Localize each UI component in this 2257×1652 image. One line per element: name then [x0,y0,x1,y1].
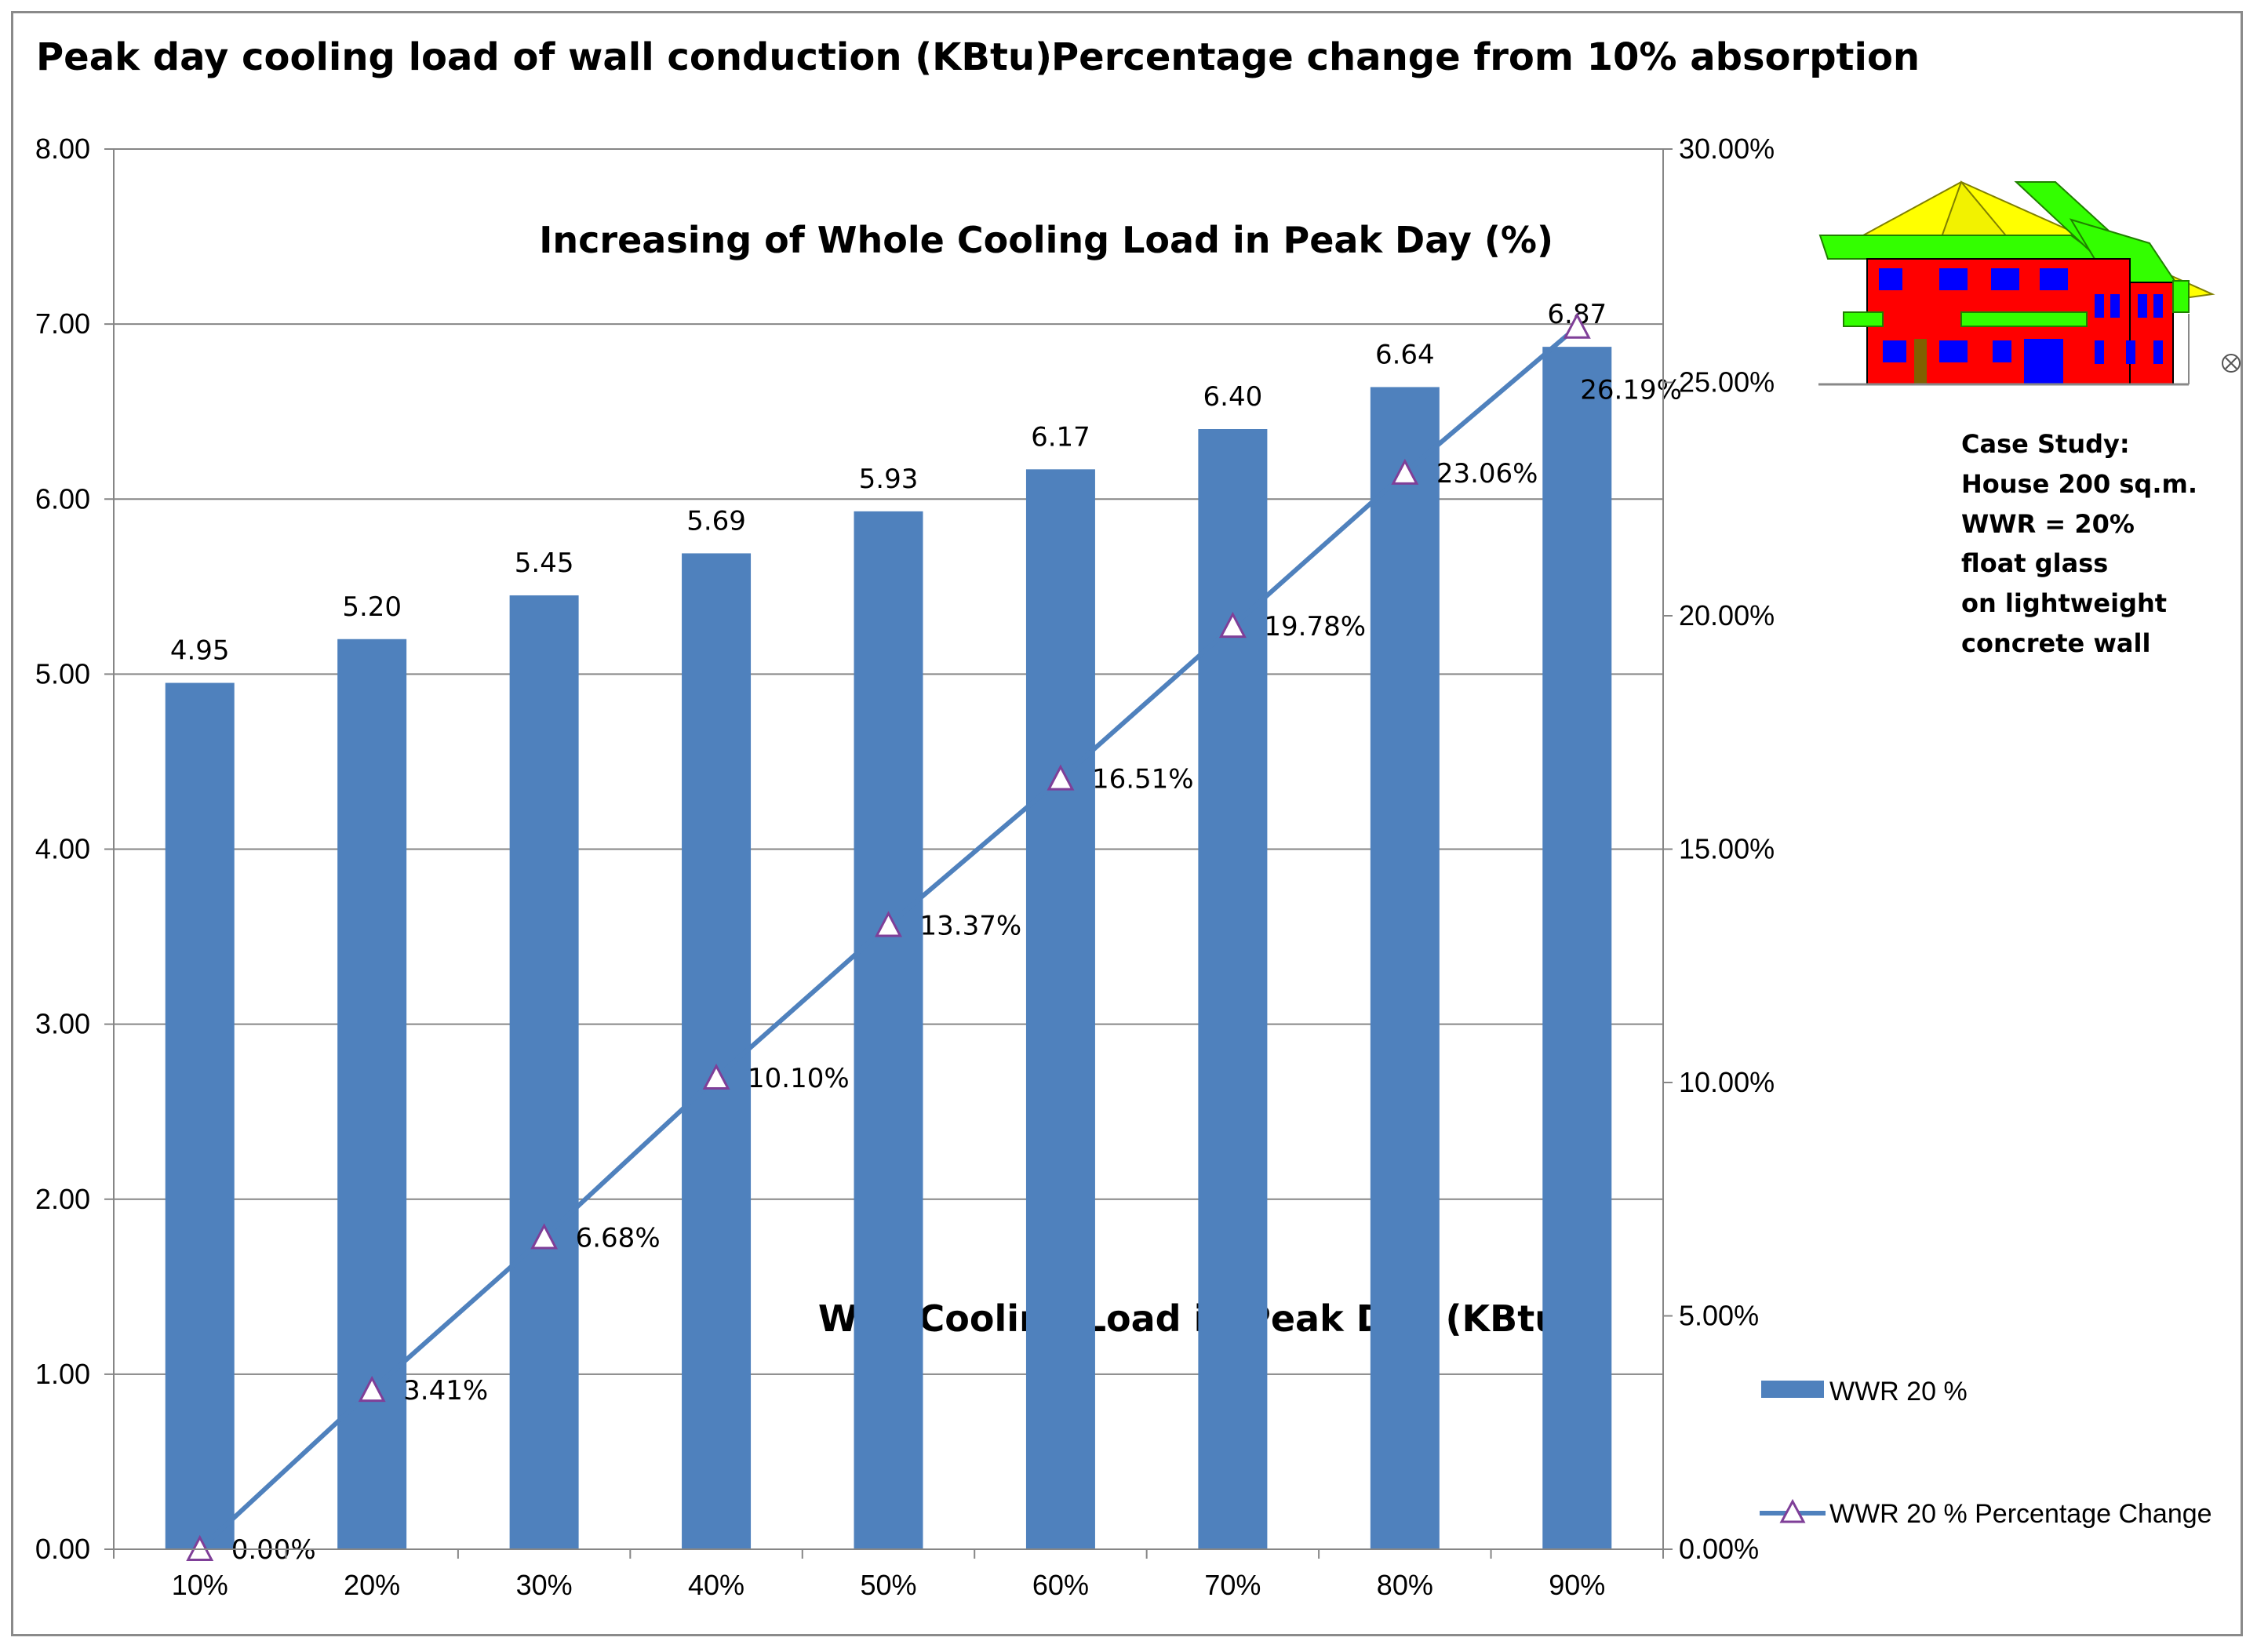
right-tick-label: 0.00% [1679,1533,1759,1565]
case-study-note: Case Study: House 200 sq.m. WWR = 20% fl… [1961,429,2197,658]
right-tick-label: 25.00% [1679,366,1775,398]
left-axis-title: Peak day cooling load of wall conduction… [36,35,1052,79]
case-study-line: Case Study: [1961,429,2130,459]
left-tick-label: 7.00 [35,307,90,340]
bar [682,553,752,1550]
case-study-line: float glass [1961,548,2108,578]
x-tick-label: 10% [172,1569,228,1601]
line-data-label: 16.51% [1092,764,1194,795]
bar-series-title: Wall Cooling Load in Peak Day (KBtu) [818,1297,1577,1340]
left-tick-label: 1.00 [35,1358,90,1390]
case-study-line: WWR = 20% [1961,509,2135,539]
line-marker [702,1063,730,1090]
left-tick-label: 0.00 [35,1533,90,1565]
line-marker [530,1223,559,1250]
bar-data-label: 6.64 [1375,339,1435,370]
case-study-line: on lightweight [1961,588,2167,618]
legend-line-label: WWR 20 % Percentage Change [1829,1499,2212,1529]
bar [1370,387,1440,1550]
line-marker [358,1375,386,1403]
x-tick-label: 20% [344,1569,400,1601]
line-data-label: 13.37% [920,910,1022,941]
house-illustration [1818,180,2241,386]
x-tick-label: 80% [1377,1569,1433,1601]
left-tick-label: 8.00 [35,133,90,165]
legend: WWR 20 % WWR 20 % Percentage Change [1760,1377,2212,1529]
bar [854,511,923,1549]
line-data-label: 26.19% [1580,375,1682,406]
left-tick-label: 3.00 [35,1008,90,1040]
line-data-label: 23.06% [1436,458,1538,489]
left-tick-label: 4.00 [35,833,90,865]
x-tick-label: 70% [1204,1569,1261,1601]
right-axis-title: Percentage change from 10% absorption [1051,35,1920,79]
bar [165,682,235,1549]
bar [1198,429,1268,1549]
right-tick-label: 15.00% [1679,833,1775,865]
bar-data-label: 5.69 [686,505,746,537]
bar [509,595,579,1549]
line-series: 0.00%3.41%6.68%10.10%13.37%16.51%19.78%2… [186,312,1682,1566]
left-tick-label: 5.00 [35,657,90,690]
line-data-label: 3.41% [403,1375,488,1406]
bar-series: 4.955.205.455.695.936.176.406.646.87 [165,299,1612,1550]
right-tick-label: 10.00% [1679,1066,1775,1098]
right-tick-label: 30.00% [1679,133,1775,165]
legend-triangle-marker [1779,1498,1806,1523]
x-tick-label: 30% [516,1569,573,1601]
bar-data-label: 4.95 [170,635,230,667]
bar-data-label: 5.93 [859,464,919,495]
x-tick-label: 90% [1549,1569,1605,1601]
bar-data-label: 5.45 [515,548,574,579]
legend-bar-swatch [1761,1381,1824,1398]
right-tick-label: 5.00% [1679,1300,1759,1332]
line-marker [875,911,902,937]
left-tick-label: 2.00 [35,1183,90,1215]
bar [1542,347,1612,1550]
x-tick-label: 40% [688,1569,744,1601]
bar [1025,469,1095,1549]
case-study-line: House 200 sq.m. [1961,469,2197,499]
case-study-line: concrete wall [1961,628,2150,658]
line-series-title: Increasing of Whole Cooling Load in Peak… [539,219,1553,261]
x-tick-label: 60% [1032,1569,1089,1601]
line-data-label: 19.78% [1264,611,1366,642]
line-data-label: 6.68% [576,1223,661,1254]
bar-data-label: 6.40 [1203,381,1263,413]
bar-data-label: 6.17 [1031,421,1090,453]
bar-data-label: 5.20 [342,591,402,623]
right-tick-label: 20.00% [1679,599,1775,631]
left-tick-label: 6.00 [35,482,90,515]
line-data-label: 10.10% [748,1063,850,1094]
line-marker [1047,764,1075,791]
x-tick-label: 50% [860,1569,916,1601]
line-marker [1391,458,1419,485]
axes: 0.00 1.00 2.00 3.00 4.00 5.00 6.00 7.00 8.00 0.00… [35,133,1775,1601]
line-marker [1218,611,1247,639]
legend-bar-label: WWR 20 % [1829,1377,1968,1406]
line-marker [1563,312,1591,339]
